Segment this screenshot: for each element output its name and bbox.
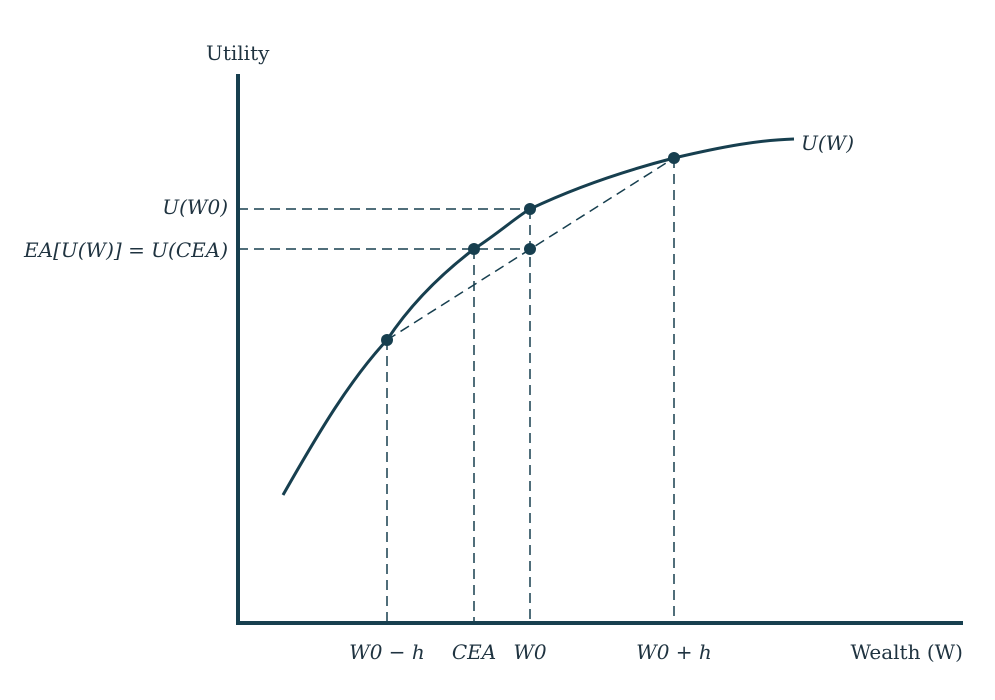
- w0-label: W0: [513, 640, 547, 664]
- cea-label: CEA: [452, 640, 496, 664]
- x-axis-label: Wealth (W): [850, 640, 963, 664]
- point-expected-utility: [524, 243, 536, 255]
- w0-plus-h-label: W0 + h: [636, 640, 712, 664]
- labels: Utility U(W) U(W0) EA[U(W)] = U(CEA) W0 …: [23, 41, 963, 664]
- axes: [236, 74, 963, 625]
- point-cea: [468, 243, 480, 255]
- curve-label: U(W): [801, 131, 854, 155]
- y-axis-label: Utility: [206, 41, 270, 65]
- point-w0-plus-h: [668, 152, 680, 164]
- utility-curve: [281, 137, 795, 496]
- guide-lines: [238, 157, 675, 622]
- u-w0-label: U(W0): [162, 195, 228, 219]
- point-w0: [524, 203, 536, 215]
- ea-label: EA[U(W)] = U(CEA): [23, 238, 228, 262]
- points: [381, 152, 680, 346]
- w0-minus-h-label: W0 − h: [349, 640, 425, 664]
- point-w0-minus-h: [381, 334, 393, 346]
